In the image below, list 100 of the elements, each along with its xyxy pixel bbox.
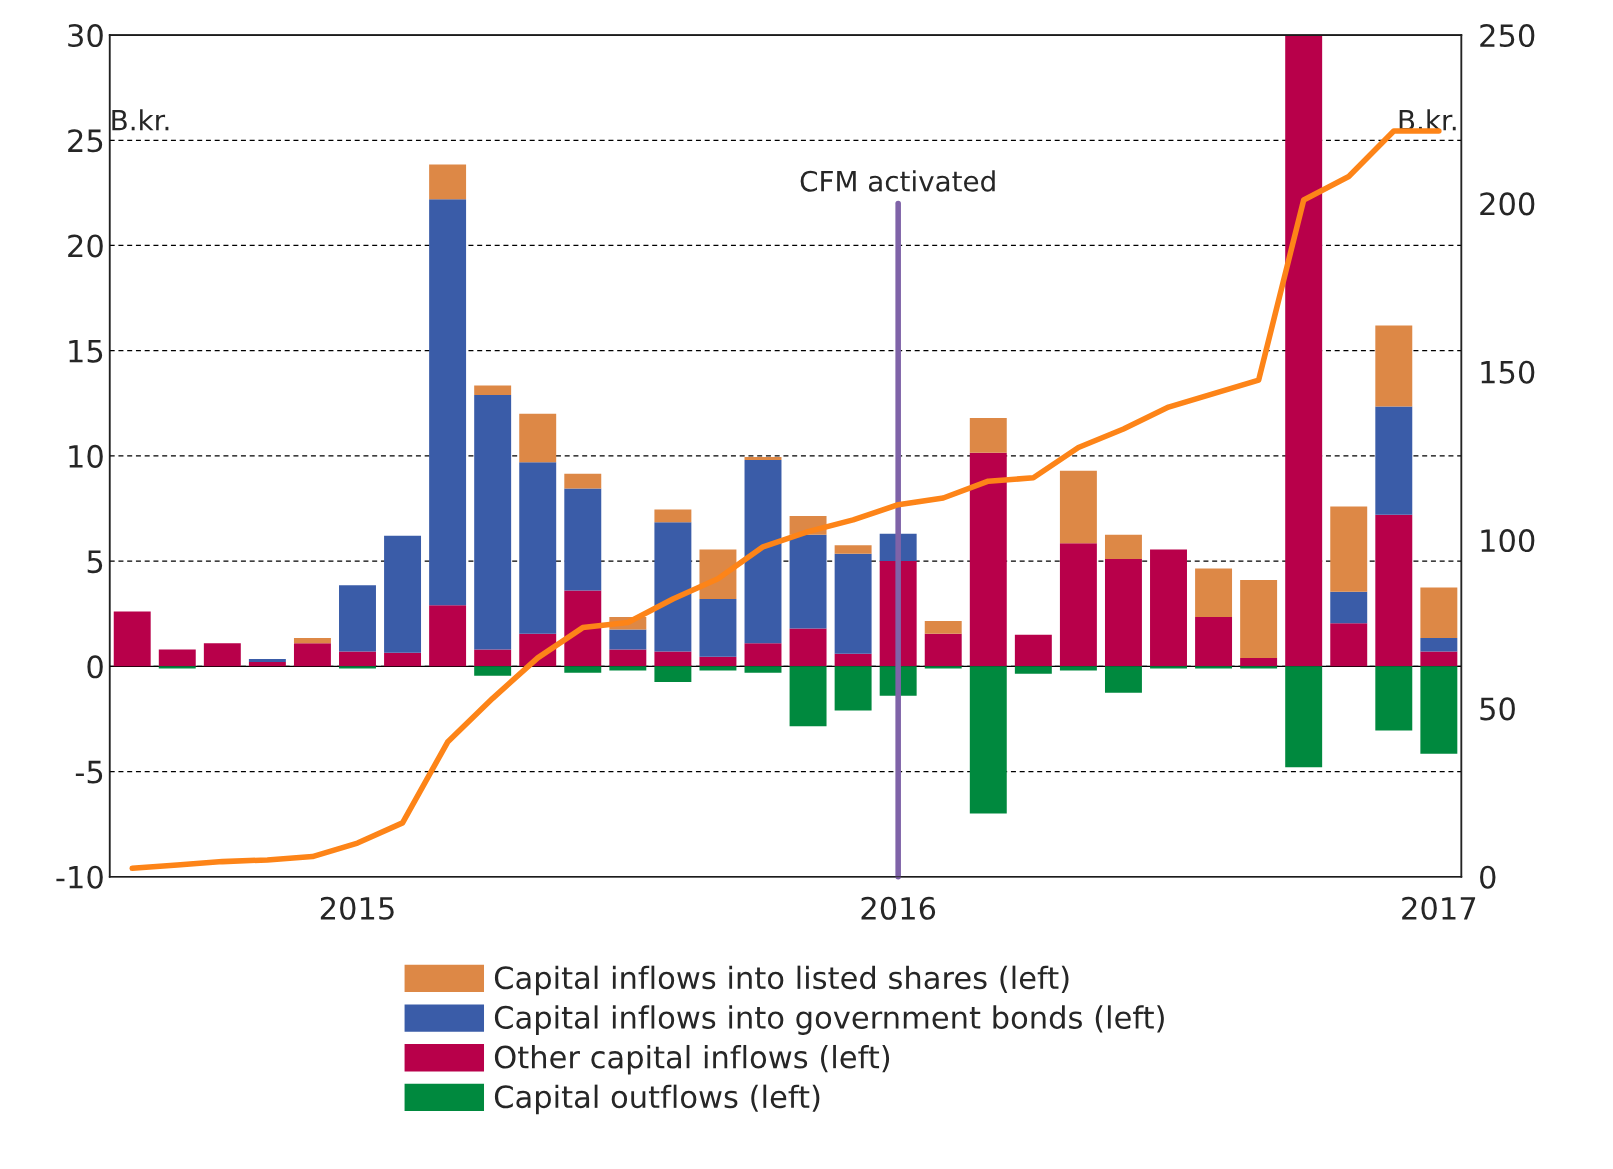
bar [158, 666, 196, 669]
bar [429, 164, 467, 200]
bar [969, 418, 1007, 453]
bar [969, 666, 1007, 814]
bar [429, 605, 467, 667]
bar [1420, 651, 1458, 667]
bar [1330, 506, 1368, 592]
bar [699, 656, 737, 667]
bar [789, 666, 827, 727]
bar [1150, 549, 1187, 667]
annotation: B.kr. [112, 109, 169, 131]
y2-tick-label: 0 [1480, 865, 1496, 889]
legend-label: Capital inflows into government bonds (left) [494, 1005, 1164, 1035]
bar [1240, 657, 1278, 667]
bar [789, 534, 827, 629]
bar [654, 651, 692, 667]
bar [744, 456, 782, 461]
bar [1014, 666, 1052, 674]
y2-tick-label: 150 [1481, 360, 1535, 384]
ref-line-label: CFM activated [800, 170, 995, 192]
y-tick-label: -10 [56, 865, 103, 889]
legend-label: Capital inflows into listed shares (left) [494, 965, 1069, 996]
bar [293, 637, 331, 644]
bar [1150, 666, 1187, 669]
y2-tick-label: 250 [1480, 24, 1535, 48]
bar [564, 488, 602, 591]
bar [744, 460, 782, 644]
bar [834, 653, 872, 667]
bar [1375, 514, 1413, 667]
bar [1330, 591, 1368, 624]
bar [339, 651, 376, 667]
bar [564, 590, 602, 667]
bar [924, 621, 962, 634]
x-tick-label: 2015 [320, 896, 394, 920]
x-tick-label: 2017 [1402, 896, 1476, 920]
y-tick-label: 30 [68, 24, 103, 48]
bar [564, 473, 602, 489]
bar [1104, 534, 1142, 560]
bar [1420, 587, 1458, 638]
bar [654, 666, 692, 683]
bar [969, 452, 1007, 667]
y2-tick-label: 200 [1480, 192, 1535, 216]
bar [1014, 634, 1052, 667]
y2-tick-label: 50 [1480, 697, 1515, 721]
legend-label: Other capital inflows (left) [494, 1044, 890, 1075]
bar [1104, 559, 1142, 667]
bar [744, 643, 782, 667]
bar [519, 413, 557, 463]
bar [248, 658, 286, 663]
bar [339, 585, 376, 652]
bar [1104, 666, 1142, 693]
bar [609, 649, 647, 667]
bar [384, 535, 422, 653]
y-tick-label: 25 [68, 129, 103, 153]
bar [1285, 666, 1323, 768]
bar [1330, 623, 1368, 667]
bar [1195, 568, 1233, 617]
bar [834, 553, 872, 654]
bar [699, 666, 737, 671]
bar [203, 643, 241, 667]
bar [609, 666, 647, 671]
bar [474, 385, 512, 395]
bar [1059, 543, 1097, 667]
y-tick-label: 0 [87, 655, 103, 679]
bar [1375, 666, 1413, 731]
bar [1375, 325, 1413, 407]
bar [293, 643, 331, 667]
y-tick-label: -5 [75, 760, 103, 784]
bar [834, 545, 872, 554]
bar [699, 599, 737, 657]
bar [1059, 666, 1097, 671]
bar [474, 649, 512, 667]
bar [248, 662, 286, 667]
bar [429, 199, 467, 606]
bar [609, 629, 647, 650]
y-tick-label: 20 [68, 234, 103, 258]
bar [744, 666, 782, 673]
bar [1240, 666, 1278, 669]
bar [474, 394, 512, 650]
bar [1195, 616, 1233, 667]
bar [1420, 637, 1458, 652]
y-tick-label: 10 [69, 444, 103, 468]
bar [113, 611, 151, 667]
bar [789, 628, 827, 667]
bar [339, 666, 376, 669]
y-tick-label: 15 [69, 340, 103, 363]
bar [1195, 666, 1233, 669]
bar [924, 633, 962, 667]
bar [654, 509, 692, 523]
bar [834, 666, 872, 711]
y2-tick-label: 100 [1481, 529, 1535, 553]
x-tick-label: 2016 [861, 896, 936, 920]
bar [654, 522, 692, 652]
bar [384, 652, 422, 667]
bar [1420, 666, 1458, 754]
legend-label: Capital outflows (left) [494, 1084, 820, 1115]
bar [519, 462, 557, 634]
bar [1375, 406, 1413, 515]
bar [564, 666, 602, 673]
bar [1240, 580, 1278, 658]
